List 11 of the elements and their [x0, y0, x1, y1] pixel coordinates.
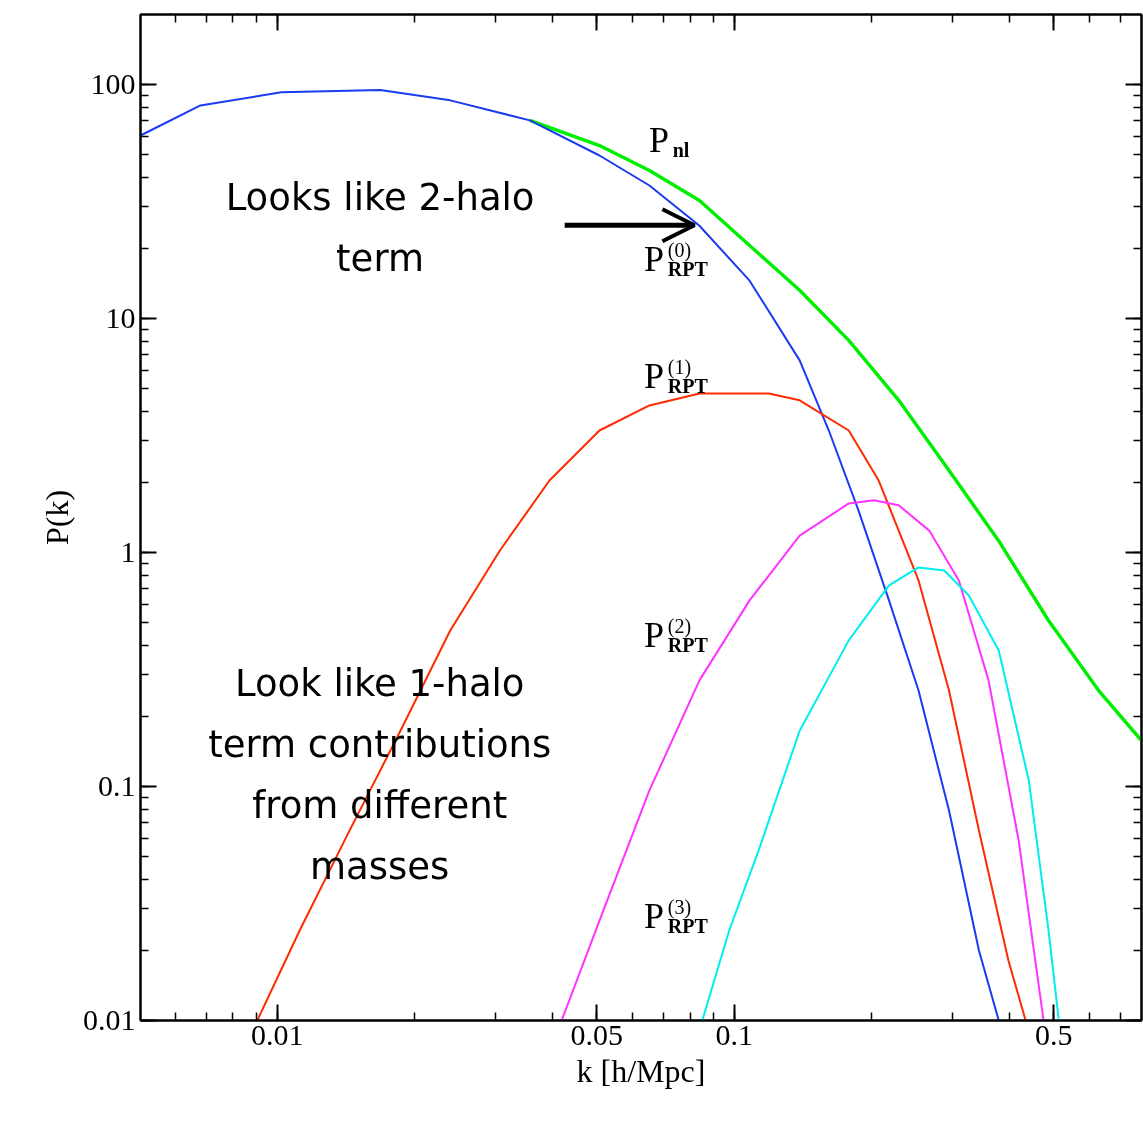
y-tick-label: 1 — [120, 534, 136, 568]
x-tick-label: 0.05 — [570, 1017, 623, 1051]
y-tick-label: 0.1 — [98, 768, 136, 802]
x-tick-label: 0.5 — [1035, 1017, 1073, 1051]
x-tick-label: 0.1 — [715, 1017, 754, 1051]
y-axis-title: P(k) — [39, 489, 75, 546]
y-tick-label: 100 — [90, 66, 136, 100]
y-tick-label: 10 — [105, 300, 136, 334]
annotation: Looks like 2-halo term — [225, 176, 535, 281]
x-tick-label: 0.01 — [251, 1017, 304, 1051]
x-axis-title: k [h/Mpc] — [576, 1052, 706, 1089]
